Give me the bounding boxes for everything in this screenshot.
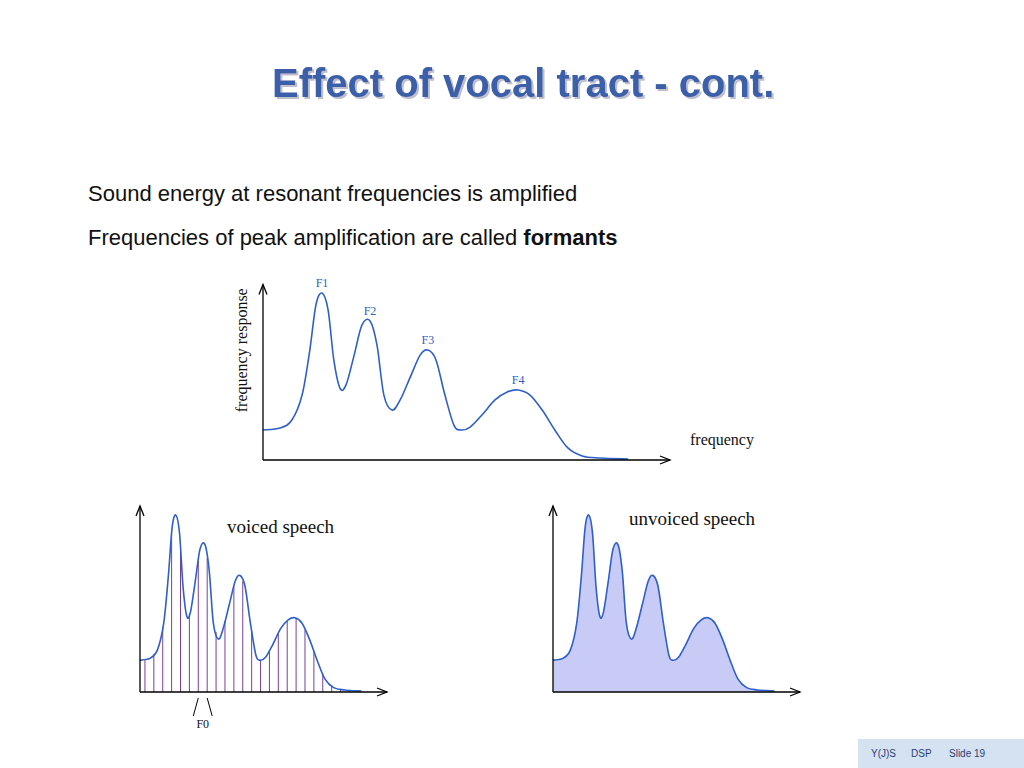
y-axis (262, 285, 263, 461)
harmonic-line (251, 630, 252, 692)
bullet: Sound energy at resonant frequencies is … (88, 181, 577, 206)
bullet-text: Sound energy at resonant frequencies is … (88, 181, 577, 206)
chart: unvoiced speech (549, 506, 800, 696)
formant-label: F2 (364, 304, 377, 318)
harmonic-line (296, 619, 297, 692)
chart-title: unvoiced speech (629, 508, 756, 529)
harmonic-line (224, 622, 225, 692)
plot-area (140, 515, 362, 692)
harmonic-line (162, 627, 163, 692)
harmonic-line (180, 548, 181, 692)
formant-label: F3 (421, 333, 434, 347)
x-axis-arrow (790, 688, 800, 696)
chart: voiced speech F0 (136, 506, 387, 731)
harmonic-line (304, 630, 305, 692)
x-axis (553, 691, 800, 692)
harmonic-line (242, 581, 243, 692)
chart-title: voiced speech (227, 516, 335, 537)
harmonic-line (171, 534, 172, 692)
response-curve (140, 515, 362, 691)
chart: frequency response frequency F1 F2 F3 F4 (233, 276, 754, 464)
y-axis-arrow (259, 285, 267, 295)
formant-label: F1 (316, 276, 329, 290)
background (0, 0, 1024, 768)
x-axis (140, 691, 387, 692)
x-axis-arrow (377, 688, 387, 696)
x-axis-label: frequency (690, 431, 754, 449)
harmonic-line (269, 650, 270, 692)
y-axis-arrow (549, 506, 557, 516)
harmonic-line (233, 587, 234, 692)
slide: Effect of vocal tract - cont. Sound energ… (0, 0, 1024, 768)
harmonic-line (153, 654, 154, 692)
y-axis-arrow (136, 506, 144, 516)
harmonic-line (313, 651, 314, 692)
x-axis (263, 459, 670, 460)
harmonic-line (216, 632, 217, 692)
footer-text: DSP (911, 748, 932, 759)
harmonic-line (260, 660, 261, 692)
response-curve (553, 515, 775, 691)
y-axis (139, 506, 140, 692)
f0-pointer (193, 698, 198, 716)
f0-label: F0 (196, 717, 209, 731)
x-axis-arrow (660, 456, 670, 464)
harmonic-line (207, 558, 208, 692)
bullet-text: Frequencies of peak amplification are ca… (88, 225, 523, 250)
harmonic-line (144, 659, 145, 692)
footer-text: Y(J)S (871, 748, 896, 759)
plot-area (553, 515, 775, 692)
y-axis (552, 506, 553, 692)
f0-pointer (207, 698, 212, 716)
harmonic-line (278, 633, 279, 692)
footer-box (858, 739, 1024, 768)
area-fill (553, 515, 775, 692)
response-curve (263, 293, 628, 459)
y-axis-label: frequency response (233, 288, 251, 412)
bullet-term: formants (523, 225, 617, 250)
formant-label: F4 (512, 373, 525, 387)
bullet: Frequencies of peak amplification are ca… (88, 225, 617, 250)
footer-text: Slide 19 (949, 748, 986, 759)
harmonic-line (189, 613, 190, 692)
slide-title: Effect of vocal tract - cont. (272, 61, 774, 105)
plot-area (263, 293, 628, 459)
harmonic-line (287, 621, 288, 692)
harmonic-line (198, 561, 199, 692)
